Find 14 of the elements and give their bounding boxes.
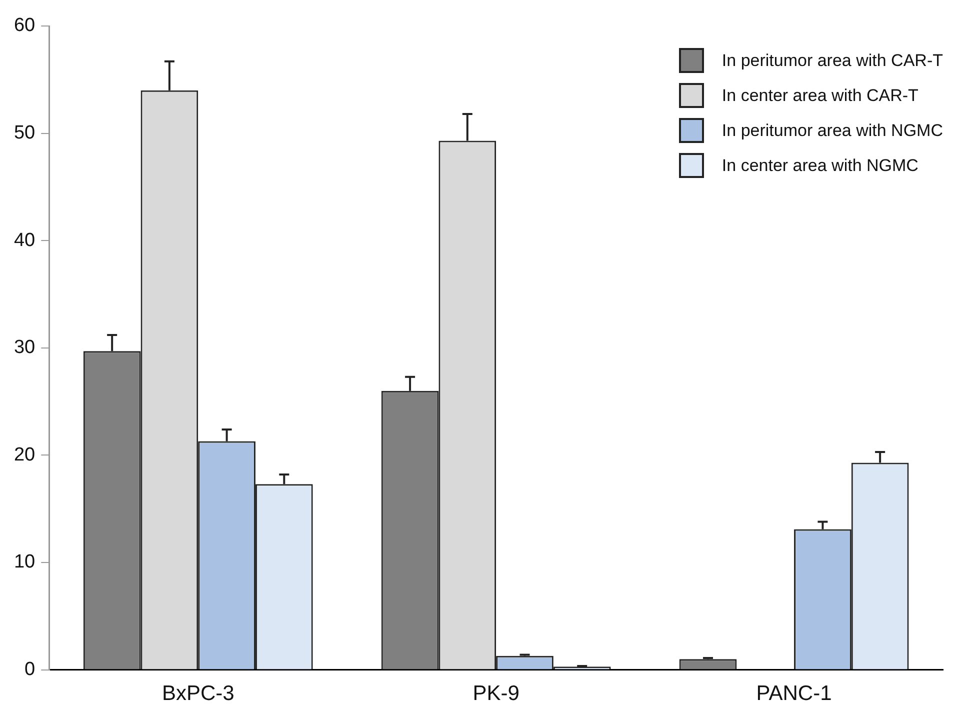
y-tick-label: 50 [14,122,36,144]
y-tick-label: 20 [14,444,36,466]
y-tick-label: 40 [14,230,36,251]
legend-label: In center area with CAR-T [722,86,918,106]
y-tick-label: 0 [24,659,36,680]
y-tick-label: 60 [14,15,36,36]
legend-label: In center area with NGMC [722,156,918,176]
legend-label: In peritumor area with CAR-T [722,50,943,70]
x-tick-label: BxPC-3 [162,682,234,706]
x-tick-label: PANC-1 [756,682,832,706]
x-tick-label: PK-9 [472,682,520,706]
legend-label: In peritumor area with NGMC [722,120,943,140]
y-tick-label: 10 [14,552,36,573]
y-tick-label: 30 [14,337,36,358]
